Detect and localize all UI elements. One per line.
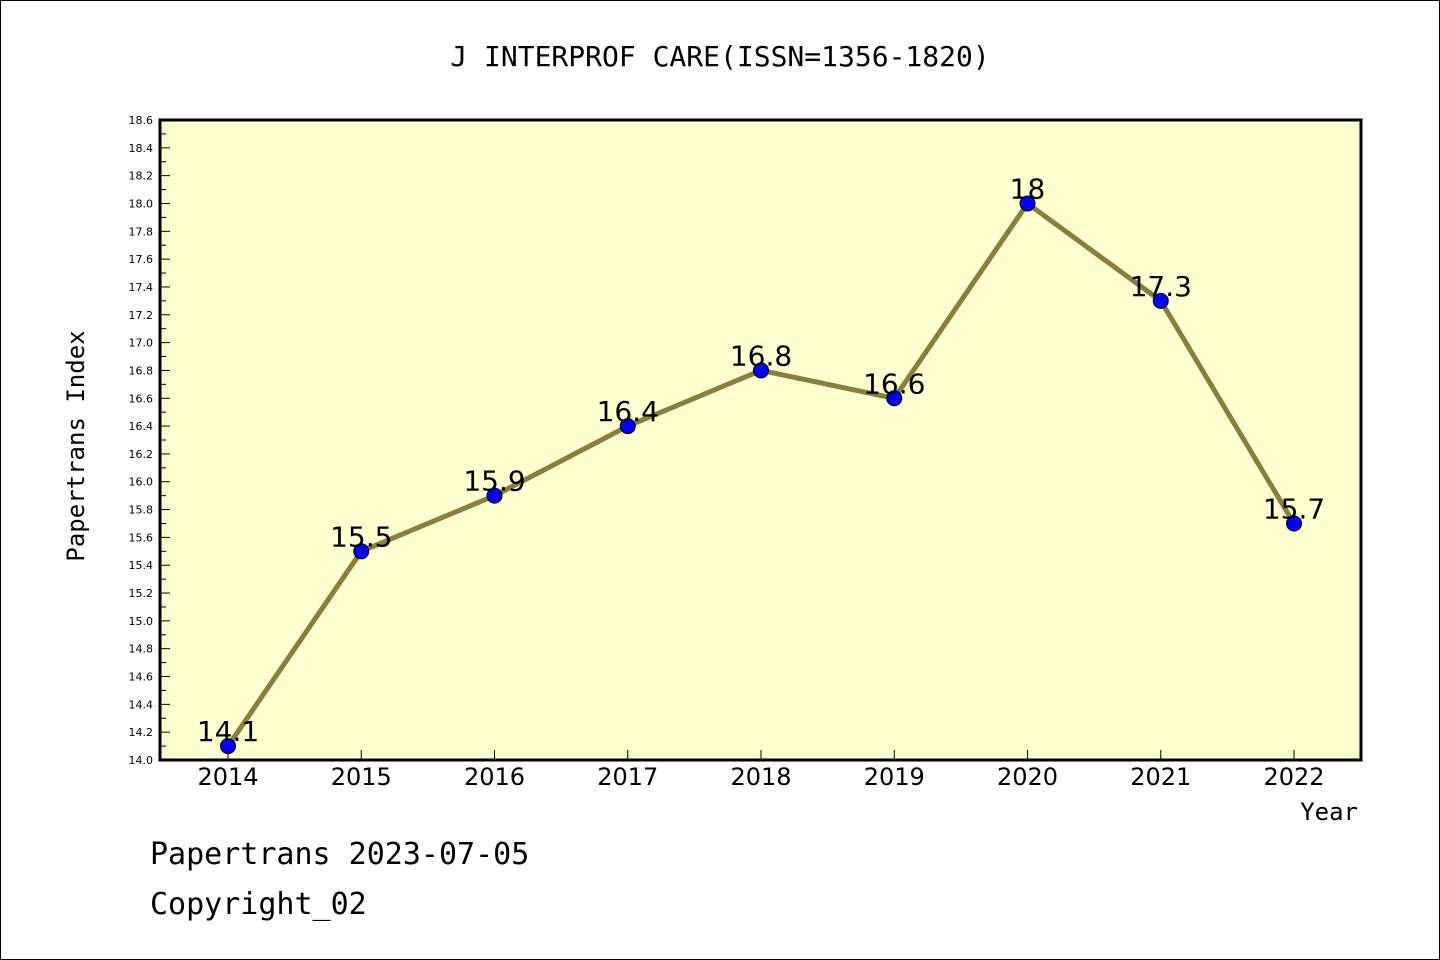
data-label: 17.3 [1130,270,1192,303]
y-tick-label: 16.2 [129,448,154,461]
data-label: 16.6 [863,367,925,400]
y-tick-label: 18.4 [129,142,154,155]
footer-date: Papertrans 2023-07-05 [150,837,529,872]
y-axis-label: Papertrans Index [62,330,90,561]
x-tick-label: 2022 [1263,763,1324,791]
data-point [1286,515,1302,532]
y-tick-label: 17.4 [129,281,154,294]
y-tick-label: 14.0 [129,754,154,767]
y-tick-label: 18.2 [129,170,154,183]
y-tick-label: 16.6 [129,392,154,405]
y-tick-label: 17.6 [129,253,154,266]
y-tick-label: 16.8 [129,364,154,377]
y-tick-label: 15.2 [129,587,154,600]
x-axis: 2014 2015 2016 2017 2018 2019 2020 2021 2022 [197,750,1325,791]
y-tick-label: 17.0 [129,337,154,350]
data-label: 16.8 [730,339,792,372]
y-tick-label: 14.8 [129,643,154,656]
data-point [353,543,370,560]
y-tick-label: 15.4 [129,559,154,572]
x-tick-label: 2018 [730,763,791,791]
data-point [886,390,903,407]
x-tick-label: 2016 [464,763,525,791]
series-markers-group [220,195,1302,755]
data-point [619,418,636,435]
x-tick-label: 2014 [197,763,258,791]
x-tick-label: 2020 [997,763,1058,791]
y-tick-label: 15.6 [129,531,154,544]
data-point [753,362,769,379]
y-tick-label: 14.6 [129,671,154,684]
y-tick-label: 14.2 [129,726,154,739]
data-labels-group: 14.1 15.5 15.9 16.4 16.8 16.6 18 17.3 15.7 [197,172,1325,748]
data-label: 18 [1010,172,1046,205]
data-point [486,487,503,504]
x-tick-label: 2017 [597,763,658,791]
y-axis: 14.0 14.2 14.4 14.6 14.8 15.0 15.2 15.4 15.6 15.8… [129,114,170,767]
data-label: 16.4 [597,395,659,428]
data-label: 15.5 [330,520,392,553]
chart-title: J INTERPROF CARE(ISSN=1356-1820) [450,40,989,73]
data-label: 15.7 [1263,492,1325,525]
data-label: 14.1 [197,715,259,748]
data-label: 15.9 [463,465,525,498]
footer-copyright: Copyright_02 [150,887,367,922]
x-tick-label: 2019 [864,763,925,791]
data-point [1019,195,1036,212]
y-tick-label: 18.6 [129,114,154,127]
x-tick-label: 2015 [331,763,392,791]
data-point [1152,292,1169,309]
y-tick-label: 16.0 [129,476,154,489]
x-axis-label: Year [1300,798,1358,826]
plot-area [158,118,1363,762]
y-tick-label: 16.4 [129,420,154,433]
y-tick-label: 15.0 [129,615,154,628]
data-point [220,738,236,755]
y-tick-label: 14.4 [129,698,154,711]
x-tick-label: 2021 [1130,763,1191,791]
y-tick-label: 17.8 [129,225,154,238]
y-tick-label: 18.0 [129,197,154,210]
y-tick-label: 15.8 [129,504,154,517]
y-tick-label: 17.2 [129,309,154,322]
